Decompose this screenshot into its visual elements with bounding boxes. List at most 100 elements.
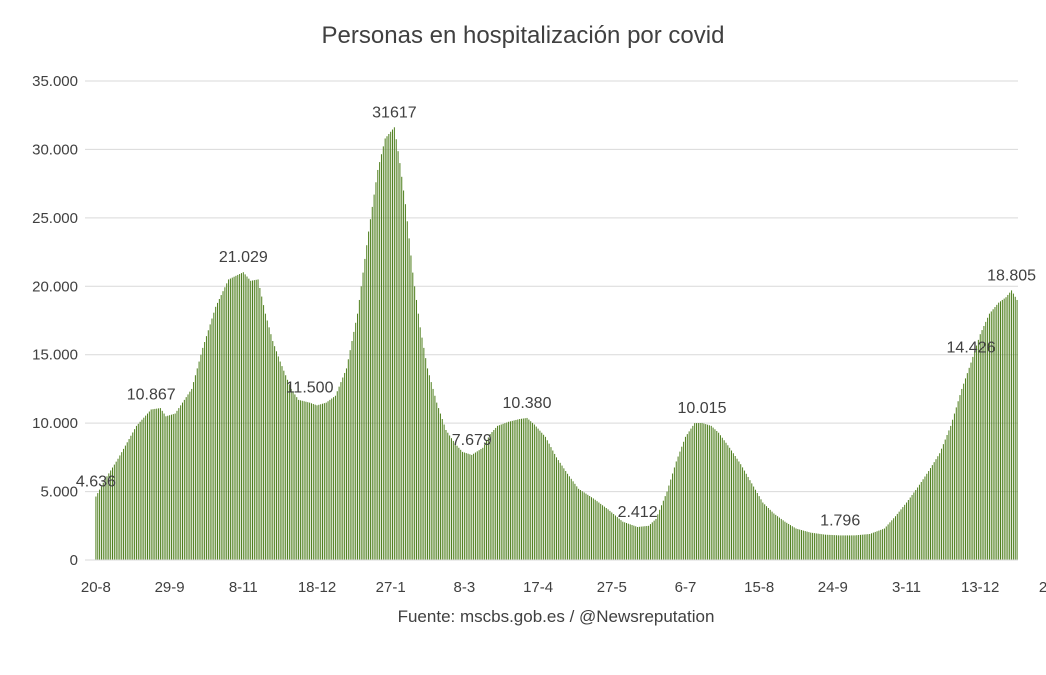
bar xyxy=(268,327,270,560)
bar xyxy=(937,456,939,560)
bar xyxy=(1005,297,1007,560)
bar xyxy=(427,368,429,560)
data-label: 18.805 xyxy=(987,267,1036,284)
bar xyxy=(296,397,298,560)
bar xyxy=(392,129,394,561)
bar xyxy=(714,429,716,560)
bar xyxy=(731,450,733,560)
bar xyxy=(605,507,607,560)
bar xyxy=(576,486,578,560)
bar xyxy=(417,313,419,560)
bar xyxy=(307,402,309,560)
bar xyxy=(228,279,230,560)
bar xyxy=(369,219,371,561)
bar xyxy=(360,286,362,560)
bar xyxy=(681,446,683,560)
bar xyxy=(299,400,301,560)
bar xyxy=(563,468,565,560)
bar xyxy=(263,305,265,560)
bar xyxy=(557,460,559,560)
bar xyxy=(323,403,325,560)
source-note: Fuente: mscbs.gob.es / @Newsreputation xyxy=(398,607,715,626)
bar xyxy=(134,429,136,560)
bar xyxy=(659,509,661,560)
bar xyxy=(904,504,906,560)
bar xyxy=(108,473,110,560)
bar xyxy=(769,509,771,560)
data-label: 14.426 xyxy=(947,340,996,357)
bar xyxy=(906,502,908,560)
bar xyxy=(509,421,511,560)
bar xyxy=(445,429,447,560)
bar xyxy=(368,231,370,561)
bar xyxy=(397,151,399,560)
bar xyxy=(215,306,217,560)
bar xyxy=(931,465,933,560)
bar xyxy=(764,504,766,560)
bar xyxy=(467,453,469,560)
bar xyxy=(718,432,720,560)
y-tick-label: 25.000 xyxy=(32,210,78,227)
bar xyxy=(530,421,532,560)
bar xyxy=(626,523,628,560)
bar xyxy=(508,421,510,560)
data-label: 2.412 xyxy=(618,504,658,521)
bar xyxy=(974,351,976,560)
bar xyxy=(826,534,828,560)
bar xyxy=(633,525,635,560)
bar xyxy=(202,347,204,560)
bar xyxy=(572,481,574,560)
bar xyxy=(801,530,803,560)
bar xyxy=(701,422,703,560)
bar xyxy=(143,417,145,560)
x-tick-label: 8-11 xyxy=(229,579,258,596)
bar xyxy=(839,535,841,560)
bar xyxy=(327,401,329,560)
bar xyxy=(614,515,616,560)
bar xyxy=(745,473,747,560)
bar xyxy=(848,535,850,560)
bar xyxy=(736,458,738,560)
bar xyxy=(637,526,639,560)
bar xyxy=(546,440,548,560)
bar xyxy=(390,131,392,560)
bar xyxy=(738,461,740,560)
bar xyxy=(791,526,793,560)
bar xyxy=(845,535,847,560)
bar xyxy=(102,482,104,560)
bar xyxy=(808,532,810,560)
bar xyxy=(917,487,919,560)
bar xyxy=(443,424,445,560)
bar xyxy=(902,507,904,560)
x-tick-label: 20-8 xyxy=(81,579,111,596)
bar xyxy=(977,339,979,560)
bar xyxy=(725,442,727,560)
bar xyxy=(587,494,589,560)
bar xyxy=(248,278,250,560)
bar xyxy=(384,138,386,561)
bar xyxy=(918,484,920,560)
bar xyxy=(347,359,349,560)
bar xyxy=(246,276,248,560)
bar xyxy=(858,535,860,560)
bar xyxy=(489,434,491,560)
bar xyxy=(119,455,121,560)
bar xyxy=(985,321,987,560)
bar xyxy=(139,421,141,560)
y-tick-label: 10.000 xyxy=(32,415,78,432)
bar xyxy=(646,525,648,560)
bar xyxy=(607,509,609,560)
bar xyxy=(279,361,281,560)
bar xyxy=(964,378,966,560)
bar xyxy=(996,304,998,560)
bar xyxy=(972,356,974,560)
bar xyxy=(310,403,312,560)
bar xyxy=(364,258,366,560)
bar xyxy=(661,505,663,560)
bar xyxy=(624,522,626,560)
bar xyxy=(670,479,672,560)
bar xyxy=(375,182,377,560)
bar xyxy=(651,522,653,560)
bar xyxy=(806,531,808,560)
bar xyxy=(1009,292,1011,560)
